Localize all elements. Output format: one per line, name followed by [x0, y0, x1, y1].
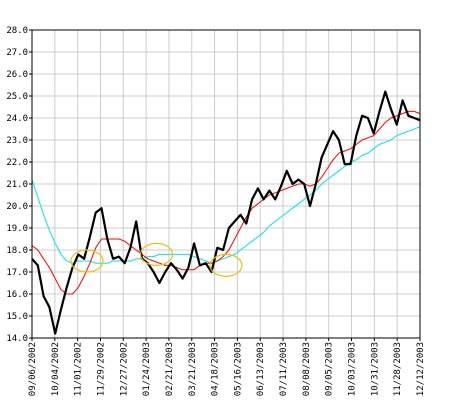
x-tick-label: 05/16/2003	[233, 342, 243, 396]
x-axis: 09/06/2002 10/04/2002 11/01/2002 11/29/2002…	[28, 338, 426, 396]
x-tick-label: 12/12/2003	[416, 342, 426, 396]
y-tick-label: 16.0	[6, 290, 28, 300]
x-tick-label: 08/08/2003	[302, 342, 312, 396]
y-tick-label: 24.0	[6, 114, 28, 124]
series-line-price	[31, 90, 421, 335]
x-tick-label: 10/04/2002	[51, 342, 61, 396]
x-tick-label: 09/05/2003	[325, 342, 335, 396]
x-tick-label: 09/06/2002	[28, 342, 38, 396]
x-tick-label: 10/03/2003	[348, 342, 358, 396]
x-tick-label: 11/01/2002	[74, 342, 84, 396]
y-tick-label: 23.0	[6, 136, 28, 146]
y-tick-label: 26.0	[6, 70, 28, 80]
highlight-circle	[139, 242, 174, 266]
y-tick-label: 27.0	[6, 48, 28, 58]
y-tick-label: 25.0	[6, 92, 28, 102]
x-tick-label: 10/31/2003	[370, 342, 380, 396]
y-tick-label: 17.0	[6, 268, 28, 278]
y-tick-label: 18.0	[6, 246, 28, 256]
y-tick-label: 14.0	[6, 334, 28, 344]
x-tick-label: 01/24/2003	[142, 342, 152, 396]
y-tick-label: 15.0	[6, 312, 28, 322]
series-line-ma_long	[31, 126, 421, 264]
y-tick-label: 19.0	[6, 224, 28, 234]
x-tick-label: 07/11/2003	[279, 342, 289, 396]
series-layer	[31, 90, 421, 335]
x-tick-label: 11/28/2003	[393, 342, 403, 396]
y-tick-label: 21.0	[6, 180, 28, 190]
x-tick-label: 11/29/2002	[96, 342, 106, 396]
y-axis: 14.0 15.0 16.0 17.0 18.0 19.0 20.0 21.0 22.0 23.0…	[6, 26, 32, 344]
x-tick-label: 12/27/2002	[119, 342, 129, 396]
y-tick-label: 28.0	[6, 26, 28, 36]
y-tick-label: 22.0	[6, 158, 28, 168]
x-tick-label: 03/21/2003	[188, 342, 198, 396]
x-tick-label: 02/21/2003	[165, 342, 175, 396]
y-tick-label: 20.0	[6, 202, 28, 212]
annotation-layer	[70, 242, 243, 277]
highlight-circle	[209, 253, 243, 277]
x-tick-label: 06/13/2003	[256, 342, 266, 396]
x-tick-label: 04/18/2003	[211, 342, 221, 396]
highlight-circle	[70, 249, 104, 273]
